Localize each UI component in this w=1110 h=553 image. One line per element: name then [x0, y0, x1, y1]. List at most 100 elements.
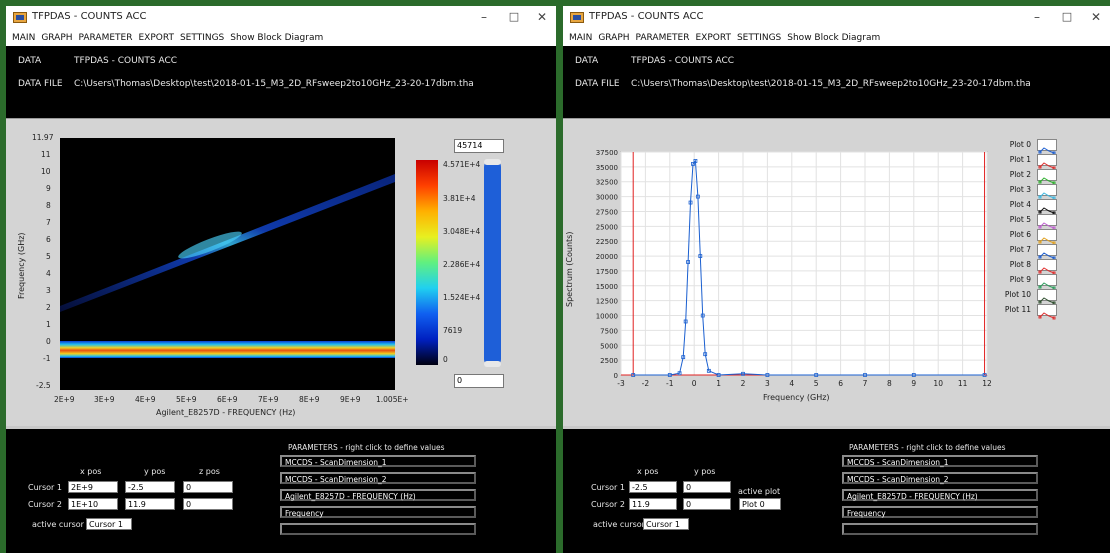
menu-graph[interactable]: GRAPH: [41, 33, 73, 43]
legend-item[interactable]: Plot 5: [981, 214, 1057, 230]
heatmap-plot[interactable]: [60, 138, 395, 390]
maximize-icon[interactable]: □: [1061, 10, 1073, 23]
data-point: [695, 194, 700, 199]
legend-item[interactable]: Plot 8: [981, 259, 1057, 275]
maximize-icon[interactable]: □: [508, 10, 520, 23]
parameter-item[interactable]: MCCDS - ScanDimension_2: [842, 472, 1038, 484]
cursor2-y-input[interactable]: 0: [683, 498, 731, 510]
legend-item[interactable]: Plot 11: [981, 304, 1057, 320]
parameter-item[interactable]: Frequency: [842, 506, 1038, 518]
legend-swatch-icon: [1037, 244, 1057, 260]
spectrum-chart[interactable]: -3 -2 -1 0 1 2 3 4 5 6 7 8 9 10 11 12375003500032500300…: [563, 119, 998, 409]
cursor1-x-input[interactable]: 2E+9: [68, 481, 118, 493]
y-tick: 32500: [596, 179, 618, 187]
active-cursor-label: active cursor: [32, 520, 84, 529]
y-tick: -1: [43, 354, 51, 363]
legend-swatch-icon: [1037, 169, 1057, 185]
cursor1-y-input[interactable]: -2.5: [125, 481, 175, 493]
cursor1-z-input[interactable]: 0: [183, 481, 233, 493]
x-tick: 11: [958, 379, 968, 388]
legend-item[interactable]: Plot 1: [981, 154, 1057, 170]
colorscale-max-input[interactable]: 45714: [454, 139, 504, 153]
menu-show-block-diagram[interactable]: Show Block Diagram: [787, 33, 881, 43]
active-cursor-select[interactable]: Cursor 1: [86, 518, 132, 530]
parameter-item[interactable]: [842, 523, 1038, 535]
window-title: TFPDAS - COUNTS ACC: [589, 11, 704, 22]
cursor2-z-input[interactable]: 0: [183, 498, 233, 510]
cursor2-x-input[interactable]: 11.9: [629, 498, 677, 510]
parameter-item[interactable]: [280, 523, 476, 535]
parameter-item[interactable]: Frequency: [280, 506, 476, 518]
menu-settings[interactable]: SETTINGS: [179, 33, 225, 43]
legend-item[interactable]: Plot 0: [981, 139, 1057, 155]
active-cursor-select[interactable]: Cursor 1: [643, 518, 689, 530]
colorscale-range-slider[interactable]: [484, 159, 501, 367]
legend-item[interactable]: Plot 6: [981, 229, 1057, 245]
minimize-icon[interactable]: –: [1034, 10, 1040, 24]
header-info: DATA TFPDAS - COUNTS ACC DATA FILE C:\Us…: [563, 46, 1110, 118]
active-plot-select[interactable]: Plot 0: [739, 498, 781, 510]
y-tick: 5: [46, 252, 51, 261]
y-tick: 22500: [596, 238, 618, 246]
data-label: DATA: [575, 56, 599, 66]
cursor2-y-input[interactable]: 11.9: [125, 498, 175, 510]
y-tick: 0: [614, 372, 618, 380]
title-bar: TFPDAS - COUNTS ACC – □ ✕: [563, 6, 1110, 30]
y-axis-label: Frequency (GHz): [17, 232, 26, 299]
parameter-item[interactable]: MCCDS - ScanDimension_1: [280, 455, 476, 467]
right-window: TFPDAS - COUNTS ACC – □ ✕ MAIN GRAPH PARAM…: [563, 6, 1110, 553]
data-point: [688, 200, 693, 205]
close-icon[interactable]: ✕: [1090, 10, 1102, 24]
cursor1-label: Cursor 1: [28, 483, 62, 492]
legend-swatch-icon: [1037, 214, 1057, 230]
slider-bottom-handle[interactable]: [484, 361, 501, 367]
cursor-parameters-panel: x pos y pos z pos Cursor 1 2E+9 -2.5 0 C…: [6, 426, 556, 553]
menu-graph[interactable]: GRAPH: [598, 33, 630, 43]
y-tick: 17500: [596, 268, 618, 276]
colorscale-bar: [416, 160, 438, 365]
y-tick: 10000: [596, 313, 618, 321]
y-tick: 30000: [596, 194, 618, 202]
x-tick: 8: [887, 379, 892, 388]
menu-main[interactable]: MAIN: [569, 33, 593, 43]
parameter-item[interactable]: MCCDS - ScanDimension_2: [280, 472, 476, 484]
legend-item[interactable]: Plot 10: [981, 289, 1057, 305]
data-point: [765, 373, 770, 377]
menu-parameter[interactable]: PARAMETER: [78, 33, 133, 43]
data-point: [911, 373, 916, 377]
slider-top-handle[interactable]: [484, 159, 501, 165]
parameter-item[interactable]: MCCDS - ScanDimension_1: [842, 455, 1038, 467]
menu-export[interactable]: EXPORT: [695, 33, 731, 43]
legend-swatch-icon: [1037, 304, 1057, 320]
menu-parameter[interactable]: PARAMETER: [635, 33, 690, 43]
cursor1-y-input[interactable]: 0: [683, 481, 731, 493]
menu-bar: MAIN GRAPH PARAMETER EXPORT SETTINGS Show Blo…: [563, 30, 1110, 46]
parameter-item[interactable]: Agilent_E8257D - FREQUENCY (Hz): [280, 489, 476, 501]
menu-export[interactable]: EXPORT: [138, 33, 174, 43]
y-tick: 0: [46, 337, 51, 346]
legend-item[interactable]: Plot 7: [981, 244, 1057, 260]
legend-item[interactable]: Plot 2: [981, 169, 1057, 185]
cursor1-x-input[interactable]: -2.5: [629, 481, 677, 493]
close-icon[interactable]: ✕: [536, 10, 548, 24]
colorscale-min-input[interactable]: 0: [454, 374, 504, 388]
y-tick: 3: [46, 286, 51, 295]
legend-item[interactable]: Plot 4: [981, 199, 1057, 215]
x-tick: 6E+9: [217, 395, 238, 404]
cursor2-x-input[interactable]: 1E+10: [68, 498, 118, 510]
menu-settings[interactable]: SETTINGS: [736, 33, 782, 43]
parameter-item[interactable]: Agilent_E8257D - FREQUENCY (Hz): [842, 489, 1038, 501]
menu-show-block-diagram[interactable]: Show Block Diagram: [230, 33, 324, 43]
minimize-icon[interactable]: –: [481, 10, 487, 24]
menu-main[interactable]: MAIN: [12, 33, 36, 43]
parameters-title: PARAMETERS - right click to define value…: [849, 443, 1006, 452]
data-point: [693, 159, 698, 163]
colorscale-tick: 2.286E+4: [443, 260, 481, 269]
y-tick: 4: [46, 269, 51, 278]
legend-label: Plot 11: [1004, 305, 1031, 314]
x-tick: 0: [692, 379, 697, 388]
data-point: [631, 373, 636, 377]
legend-item[interactable]: Plot 3: [981, 184, 1057, 200]
legend-item[interactable]: Plot 9: [981, 274, 1057, 290]
y-tick: 37500: [596, 149, 618, 157]
